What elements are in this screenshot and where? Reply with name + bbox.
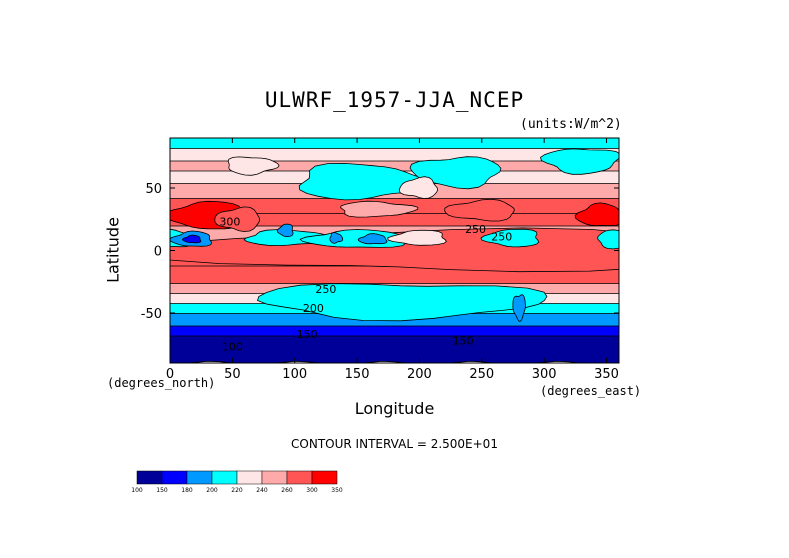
colorbar-label: 350	[331, 487, 343, 494]
x-tick-label: 350	[594, 367, 619, 382]
y-axis-label: Latitude	[103, 217, 123, 283]
field-feature	[170, 200, 243, 230]
plot-frame	[169, 137, 620, 364]
field-feature	[170, 228, 194, 248]
colorbar-swatch	[211, 470, 238, 485]
colorbar-label: 240	[256, 487, 268, 494]
field-feature	[387, 229, 447, 246]
contour-label: 300	[219, 216, 240, 229]
x-axis-label: Longitude	[354, 399, 435, 418]
contour-interval: CONTOUR INTERVAL = 2.500E+01	[291, 437, 498, 451]
colorbar-label: 200	[206, 487, 218, 494]
colorbar-swatch	[311, 470, 338, 485]
band	[170, 265, 619, 288]
field-feature	[480, 228, 540, 248]
chart-title: ULWRF_1957-JJA_NCEP	[264, 88, 525, 112]
colorbar: 100 150 180 200 220 240 260 300 350	[131, 470, 343, 494]
field-feature	[170, 230, 213, 247]
contour-labels: 300 250 250 250 200 150 150 100	[219, 216, 512, 354]
band	[170, 250, 619, 271]
colorbar-label: 180	[181, 487, 193, 494]
field-feature	[299, 229, 407, 248]
field-feature	[257, 283, 548, 322]
colorbar-label: 300	[306, 487, 318, 494]
field-feature	[298, 162, 432, 201]
field-feature	[340, 200, 419, 218]
x-unit-right: (degrees_east)	[540, 384, 642, 398]
field-feature	[597, 229, 619, 250]
band	[170, 240, 619, 255]
x-tick-label: 50	[224, 367, 241, 382]
band	[170, 160, 619, 176]
x-tick-label: 250	[469, 367, 494, 382]
field-feature	[540, 148, 619, 175]
band	[170, 213, 619, 230]
band	[170, 148, 619, 165]
contour-label: 250	[491, 231, 512, 244]
contour-label: 150	[453, 334, 474, 347]
field-feature	[329, 231, 344, 244]
contour-label: 200	[303, 302, 324, 315]
colorbar-swatch	[236, 470, 263, 485]
band	[170, 183, 619, 203]
field-feature	[574, 202, 619, 227]
contour-label: 250	[465, 223, 486, 236]
field-feature	[512, 294, 526, 322]
x-tick-label: 300	[532, 367, 557, 382]
band	[170, 313, 619, 331]
band	[170, 138, 619, 153]
x-tick-label: 150	[345, 367, 370, 382]
contour-label: 100	[222, 341, 243, 354]
colorbar-label: 150	[156, 487, 168, 494]
colorbar-swatch	[286, 470, 313, 485]
plot-area	[170, 138, 619, 363]
field-feature	[398, 176, 439, 199]
colorbar-label: 220	[231, 487, 243, 494]
y-tick-label: -50	[141, 307, 162, 322]
contour-label: 150	[297, 328, 318, 341]
colorbar-swatch	[261, 470, 288, 485]
band	[170, 283, 619, 298]
colorbar-label: 100	[131, 487, 143, 494]
band	[170, 325, 619, 341]
band	[170, 198, 619, 218]
x-unit-left: (degrees_north)	[107, 376, 216, 390]
band	[170, 335, 619, 363]
field-feature	[276, 223, 294, 237]
field-feature	[214, 206, 261, 233]
field-feature	[182, 234, 202, 244]
colorbar-swatch	[186, 470, 213, 485]
field-feature	[227, 156, 280, 176]
band	[170, 303, 619, 318]
field-feature	[409, 156, 502, 190]
colorbar-swatch	[161, 470, 188, 485]
contour-label: 250	[315, 283, 336, 296]
band	[170, 170, 619, 188]
band	[170, 225, 619, 246]
colorbar-label: 260	[281, 487, 293, 494]
field-feature	[357, 233, 388, 245]
colorbar-swatch	[136, 470, 163, 485]
x-tick-label: 100	[282, 367, 307, 382]
field-feature	[170, 227, 619, 273]
y-tick-label: 50	[145, 182, 162, 197]
band	[170, 293, 619, 308]
field-feature	[243, 229, 338, 247]
y-tick-label: 0	[154, 245, 162, 260]
field-feature	[444, 198, 515, 222]
x-tick-label: 200	[407, 367, 432, 382]
units-label: (units:W/m^2)	[520, 117, 622, 132]
